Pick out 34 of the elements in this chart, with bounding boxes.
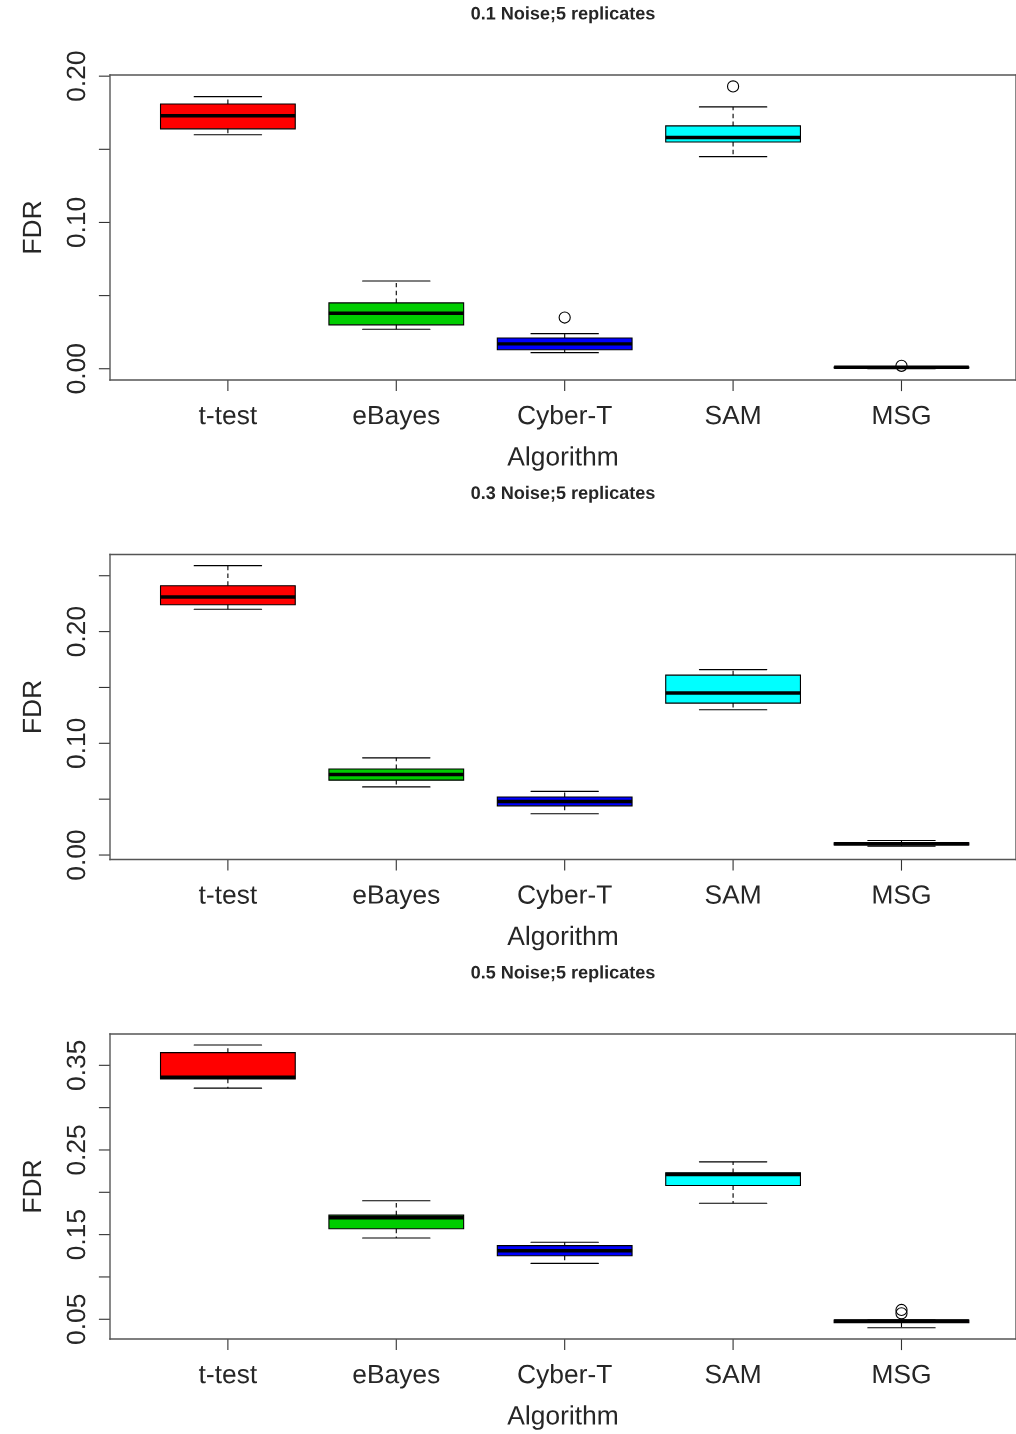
y-tick-label: 0.10 bbox=[66, 197, 86, 248]
x-tick-label: MSG bbox=[873, 405, 930, 425]
x-tick-label: MSG bbox=[873, 885, 930, 904]
y-tick-label: 0.00 bbox=[66, 344, 86, 394]
x-tick-label: SAM bbox=[705, 405, 760, 425]
chart-title: 0.3 Noise;5 replicates bbox=[471, 485, 655, 503]
y-tick-label: 0.35 bbox=[66, 1040, 86, 1090]
x-axis-title: Algorithm bbox=[507, 1405, 617, 1430]
x-axis-title: Algorithm bbox=[507, 446, 617, 471]
x-tick-label: eBayes bbox=[353, 885, 440, 910]
x-tick-label: SAM bbox=[705, 1364, 760, 1384]
y-tick-label: 0.20 bbox=[66, 606, 86, 657]
x-tick-label: t-test bbox=[198, 886, 258, 904]
x-tick-label: eBayes bbox=[353, 1364, 440, 1389]
y-tick-label: 0.15 bbox=[66, 1210, 86, 1260]
chart-title: 0.5 Noise;5 replicates bbox=[471, 965, 655, 983]
x-tick-label: SAM bbox=[705, 885, 760, 904]
y-axis-title: FDR bbox=[22, 201, 42, 253]
chart-title: 0.1 Noise;5 replicates bbox=[471, 6, 655, 24]
x-axis-title: Algorithm bbox=[507, 925, 617, 951]
y-tick-label: 0.10 bbox=[66, 718, 86, 768]
x-tick-label: Cyber-T bbox=[518, 405, 612, 430]
y-tick-label: 0.00 bbox=[66, 830, 86, 880]
y-axis-title: FDR bbox=[22, 1160, 42, 1212]
x-tick-label: eBayes bbox=[353, 405, 440, 430]
x-tick-label: Cyber-T bbox=[518, 1364, 612, 1389]
y-axis-title: FDR bbox=[22, 681, 42, 732]
y-tick-label: 0.25 bbox=[66, 1125, 86, 1175]
x-tick-label: t-test bbox=[198, 407, 258, 425]
y-tick-label: 0.05 bbox=[66, 1294, 86, 1344]
x-tick-label: t-test bbox=[198, 1366, 258, 1384]
x-tick-label: Cyber-T bbox=[518, 884, 612, 910]
x-tick-label: MSG bbox=[873, 1364, 930, 1384]
y-tick-label: 0.20 bbox=[66, 51, 86, 101]
